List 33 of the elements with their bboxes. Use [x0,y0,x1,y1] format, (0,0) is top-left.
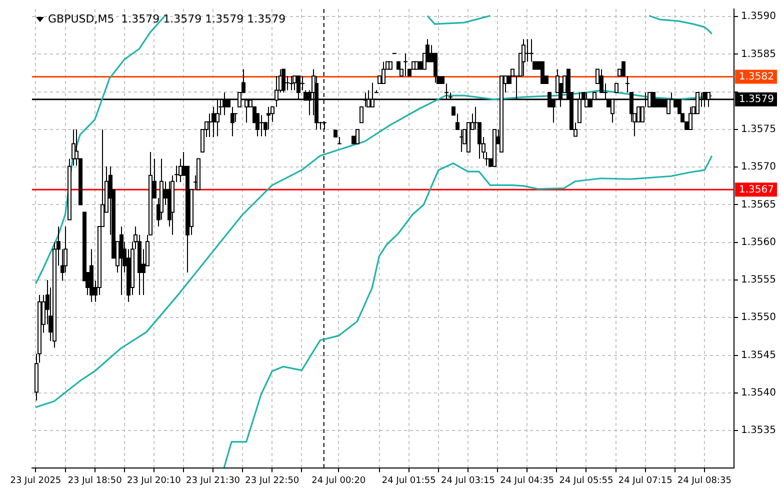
x-tick-label: 23 Jul 22:50 [245,476,300,486]
ref-line-label: 1.3567 [739,184,774,196]
x-tick-label: 24 Jul 03:15 [440,476,495,486]
ref-line-label: 1.3579 [739,94,774,105]
x-tick-label: 24 Jul 05:55 [559,476,614,486]
candlestick [259,114,264,137]
x-tick-label: 24 Jul 01:55 [382,476,436,486]
y-tick-label: 1.3545 [741,350,776,361]
candlestick [403,52,408,76]
y-tick-label: 1.3565 [741,199,776,210]
candlestick [207,113,212,138]
x-tick-label: 24 Jul 00:20 [312,476,366,486]
x-tick-label: 24 Jul 08:35 [677,476,732,486]
y-tick-label: 1.3570 [741,162,776,173]
y-tick-label: 1.3560 [741,236,776,248]
candlestick [525,38,530,62]
y-tick-label: 1.3555 [741,274,776,286]
y-tick-label: 1.3575 [741,124,776,136]
x-tick-label: 24 Jul 04:35 [500,476,554,486]
y-tick-label: 1.3535 [741,425,776,436]
y-tick-label: 1.3585 [741,48,776,60]
x-tick-label: 23 Jul 18:50 [68,476,122,486]
y-tick-label: 1.3540 [741,388,776,399]
x-tick-label: 23 Jul 20:10 [126,476,182,486]
y-tick-label: 1.3590 [741,11,776,22]
candlestick [300,76,305,91]
x-tick-label: 23 Jul 21:30 [186,476,240,486]
x-tick-label: 23 Jul 2025 [10,476,62,486]
x-tick-label: 24 Jul 07:15 [618,476,672,486]
ref-line-label: 1.3582 [739,71,774,82]
candlestick [233,113,238,122]
y-tick-label: 1.3550 [741,312,776,324]
chart-title: GBPUSD,M5 1.3579 1.3579 1.3579 1.3579 [48,12,286,26]
